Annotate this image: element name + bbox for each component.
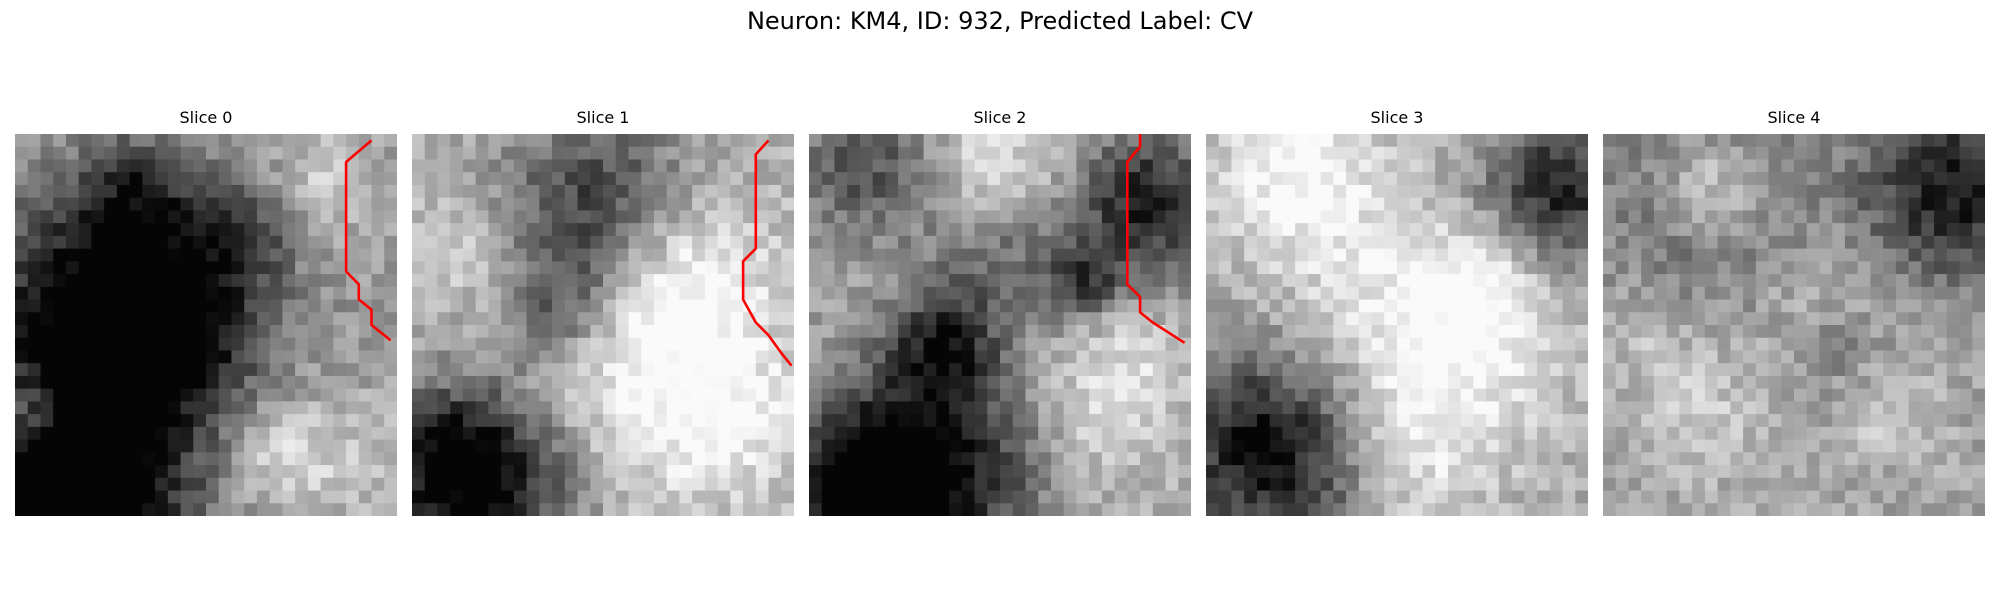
slice-image-2 — [809, 134, 1191, 516]
slice-image-4 — [1603, 134, 1985, 516]
slice-title: Slice 2 — [973, 108, 1027, 127]
slice-title: Slice 3 — [1370, 108, 1424, 127]
slice-panel-2: Slice 2 — [809, 108, 1191, 516]
contour-line-1 — [741, 139, 793, 367]
slice-title: Slice 0 — [179, 108, 233, 127]
contour-line-0 — [344, 139, 392, 342]
slice-panel-1: Slice 1 — [412, 108, 794, 516]
figure-title: Neuron: KM4, ID: 932, Predicted Label: C… — [746, 7, 1254, 35]
slice-title: Slice 1 — [576, 108, 630, 127]
slice-panel-3: Slice 3 — [1206, 108, 1588, 516]
contour-line-2 — [1125, 134, 1186, 344]
slice-panel-4: Slice 4 — [1603, 108, 1985, 516]
slice-title: Slice 4 — [1767, 108, 1821, 127]
slice-image-1 — [412, 134, 794, 516]
slice-panel-0: Slice 0 — [15, 108, 397, 516]
slice-image-0 — [15, 134, 397, 516]
slice-image-3 — [1206, 134, 1588, 516]
